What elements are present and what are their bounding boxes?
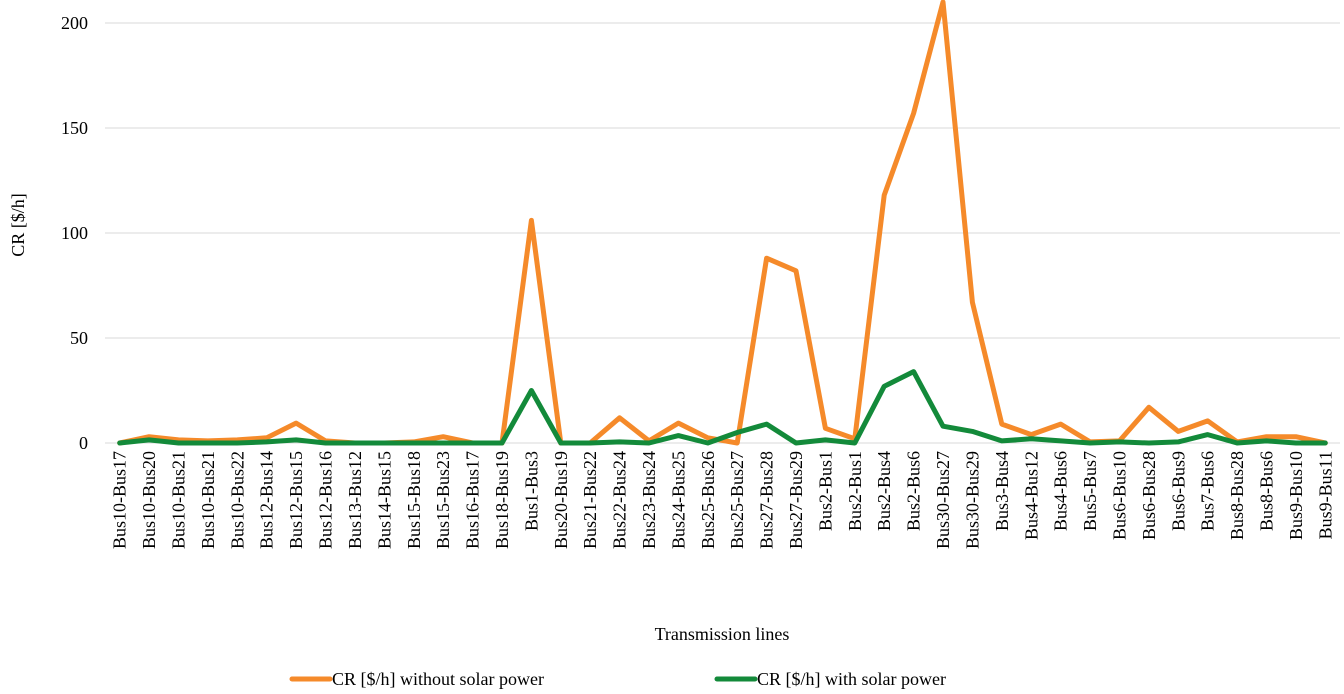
x-tick-label: Bus10-Bus22: [227, 451, 247, 549]
x-tick-label: Bus13-Bus12: [345, 451, 365, 549]
y-tick-label: 0: [79, 433, 88, 453]
x-tick-label: Bus4-Bus12: [1021, 451, 1041, 540]
x-tick-label: Bus8-Bus28: [1227, 451, 1247, 540]
y-tick-label: 50: [70, 328, 88, 348]
x-tick-label: Bus6-Bus9: [1168, 451, 1188, 531]
x-tick-label: Bus10-Bus20: [139, 451, 159, 549]
x-tick-label: Bus27-Bus28: [757, 451, 777, 549]
y-tick-label: 100: [61, 223, 88, 243]
x-tick-label: Bus7-Bus6: [1198, 451, 1218, 531]
x-tick-label: Bus2-Bus4: [874, 451, 894, 531]
legend-label: CR [$/h] with solar power: [757, 669, 946, 689]
x-tick-label: Bus30-Bus29: [962, 451, 982, 549]
x-tick-label: Bus9-Bus11: [1315, 451, 1335, 539]
x-tick-label: Bus6-Bus28: [1139, 451, 1159, 540]
x-tick-label: Bus10-Bus21: [198, 451, 218, 549]
x-tick-label: Bus21-Bus22: [580, 451, 600, 549]
x-tick-label: Bus24-Bus25: [668, 451, 688, 549]
x-tick-label: Bus16-Bus17: [463, 451, 483, 549]
x-tick-label: Bus2-Bus6: [904, 451, 924, 531]
data-line: [117, 369, 1328, 446]
y-tick-label: 150: [61, 118, 88, 138]
x-axis-title: Transmission lines: [655, 624, 790, 644]
x-tick-label: Bus2-Bus1: [815, 451, 835, 531]
x-tick-label: Bus12-Bus14: [257, 451, 277, 549]
x-tick-label: Bus12-Bus16: [316, 451, 336, 549]
x-tick-label: Bus2-Bus1: [845, 451, 865, 531]
x-tick-label: Bus25-Bus27: [727, 451, 747, 549]
x-tick-label: Bus3-Bus4: [992, 451, 1012, 531]
x-tick-label: Bus14-Bus15: [374, 451, 394, 549]
x-tick-label: Bus9-Bus10: [1286, 451, 1306, 540]
x-tick-label: Bus5-Bus7: [1080, 451, 1100, 531]
legend-label: CR [$/h] without solar power: [332, 669, 544, 689]
x-tick-label: Bus10-Bus21: [169, 451, 189, 549]
x-tick-label: Bus25-Bus26: [698, 451, 718, 549]
data-line: [117, 0, 1328, 446]
x-tick-label: Bus20-Bus19: [551, 451, 571, 549]
x-tick-label: Bus27-Bus29: [786, 451, 806, 549]
x-tick-label: Bus1-Bus3: [521, 451, 541, 531]
x-tick-label: Bus10-Bus17: [110, 451, 130, 549]
x-tick-label: Bus18-Bus19: [492, 451, 512, 549]
x-tick-label: Bus22-Bus24: [610, 451, 630, 549]
x-tick-label: Bus6-Bus10: [1109, 451, 1129, 540]
x-tick-label: Bus12-Bus15: [286, 451, 306, 549]
x-tick-label: Bus8-Bus6: [1256, 451, 1276, 531]
x-tick-label: Bus15-Bus23: [433, 451, 453, 549]
y-axis-title: CR [$/h]: [8, 193, 28, 257]
x-tick-label: Bus4-Bus6: [1051, 451, 1071, 531]
y-tick-label: 200: [61, 13, 88, 33]
x-tick-label: Bus23-Bus24: [639, 451, 659, 549]
x-tick-label: Bus30-Bus27: [933, 451, 953, 549]
x-tick-label: Bus15-Bus18: [404, 451, 424, 549]
